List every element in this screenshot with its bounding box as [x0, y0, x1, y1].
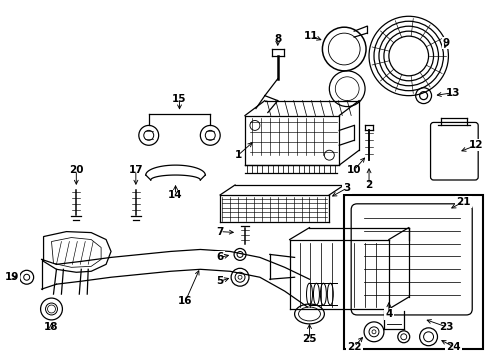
Text: 13: 13	[445, 88, 460, 98]
Text: 5: 5	[216, 276, 224, 286]
Text: 25: 25	[302, 334, 316, 344]
Ellipse shape	[298, 307, 320, 321]
FancyBboxPatch shape	[429, 122, 477, 180]
Text: 23: 23	[438, 322, 453, 332]
Text: 22: 22	[346, 342, 361, 352]
Text: 8: 8	[274, 34, 281, 44]
Text: 2: 2	[365, 180, 372, 190]
Circle shape	[324, 150, 334, 160]
Text: 16: 16	[178, 296, 192, 306]
Text: 19: 19	[4, 272, 19, 282]
Text: 4: 4	[385, 309, 392, 319]
Text: 15: 15	[172, 94, 186, 104]
Text: 20: 20	[69, 165, 83, 175]
Text: 11: 11	[304, 31, 318, 41]
Text: 24: 24	[445, 342, 460, 352]
Bar	[344, 195, 482, 349]
FancyBboxPatch shape	[350, 204, 471, 315]
Text: 7: 7	[216, 226, 224, 237]
Text: 9: 9	[442, 38, 449, 48]
Text: 18: 18	[44, 322, 59, 332]
Circle shape	[249, 121, 259, 130]
Text: 3: 3	[343, 183, 350, 193]
Text: 6: 6	[216, 252, 224, 262]
Text: 17: 17	[128, 165, 143, 175]
Text: 1: 1	[234, 150, 241, 160]
Text: 10: 10	[346, 165, 361, 175]
Text: 21: 21	[455, 197, 469, 207]
Ellipse shape	[294, 304, 324, 324]
Text: 12: 12	[468, 140, 483, 150]
Text: 14: 14	[168, 190, 183, 200]
